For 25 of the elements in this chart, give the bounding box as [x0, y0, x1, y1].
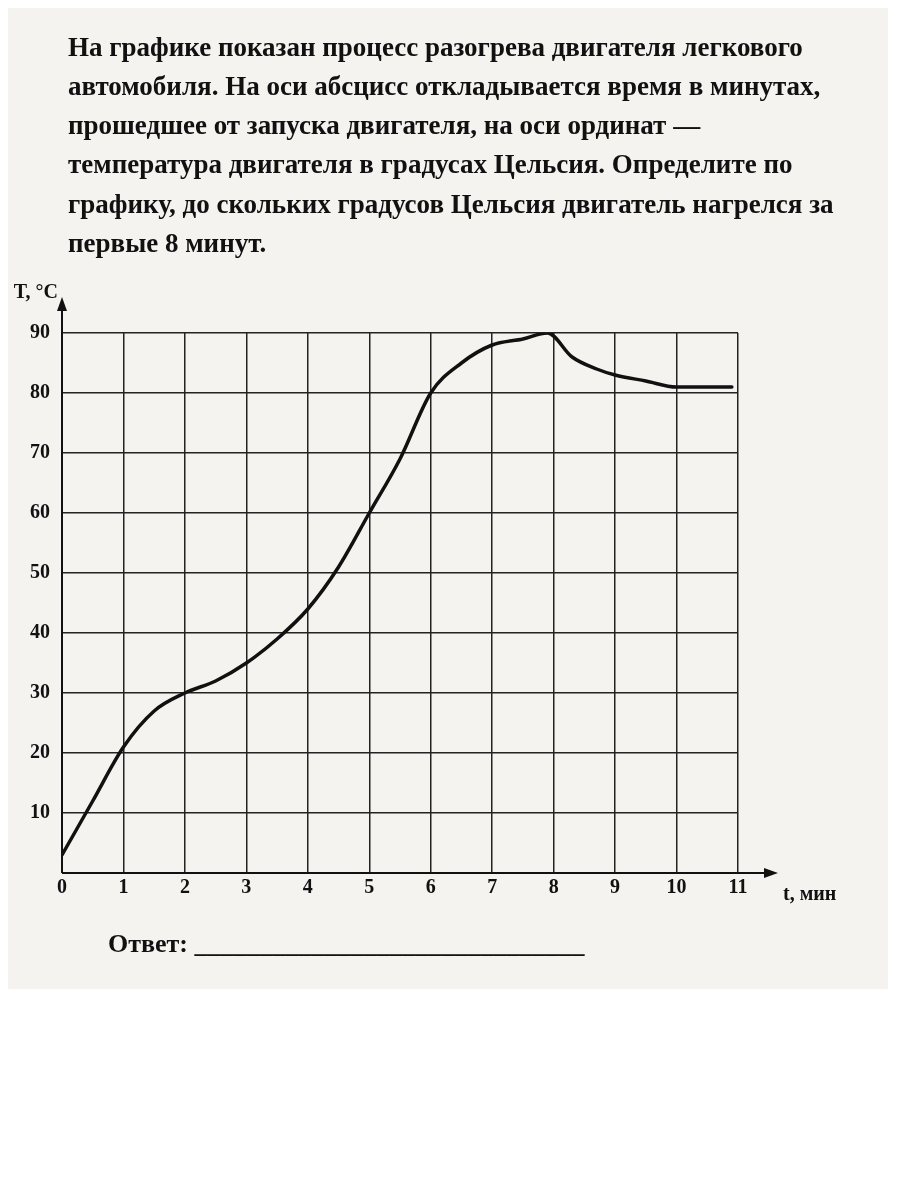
x-tick-label: 9	[610, 875, 621, 898]
text: Ответ: ______________________________	[107, 927, 586, 960]
y-axis-title: T, °C	[13, 280, 58, 303]
x-tick-label: 4	[302, 875, 313, 898]
x-tick-label: 2	[179, 875, 190, 898]
x-tick-label: 0	[57, 875, 67, 898]
y-tick-label: 30	[30, 680, 50, 703]
y-tick-label: 10	[30, 800, 50, 823]
y-tick-label: 40	[30, 620, 50, 643]
x-axis-title: t, мин	[783, 882, 837, 905]
x-tick-label: 11	[728, 875, 748, 898]
x-tick-label: 8	[548, 875, 559, 898]
x-tick-label: 1	[118, 875, 129, 898]
y-tick-label: 50	[30, 560, 50, 583]
y-tick-label: 60	[30, 500, 50, 523]
x-tick-label: 5	[364, 875, 375, 898]
y-tick-label: 80	[30, 380, 50, 403]
y-tick-label: 90	[30, 320, 50, 343]
x-tick-label: 10	[666, 875, 687, 898]
y-tick-label: 20	[30, 740, 50, 763]
x-tick-label: 3	[241, 875, 252, 898]
x-tick-label: 6	[425, 875, 436, 898]
y-tick-label: 70	[30, 440, 50, 463]
chart-title: На графике показан процесс разогрева двигателя легкового автомобиля. На оси абсцисс откладывается время в минутах, прошедшее от запуска двигателя, на оси ординат — температура двигателя в градусах Цельсия. Определите по графику, до скольких градусов Цельсия двигатель нагрелся за первые 8 минут.	[67, 31, 835, 260]
x-tick-label: 7	[487, 875, 498, 898]
